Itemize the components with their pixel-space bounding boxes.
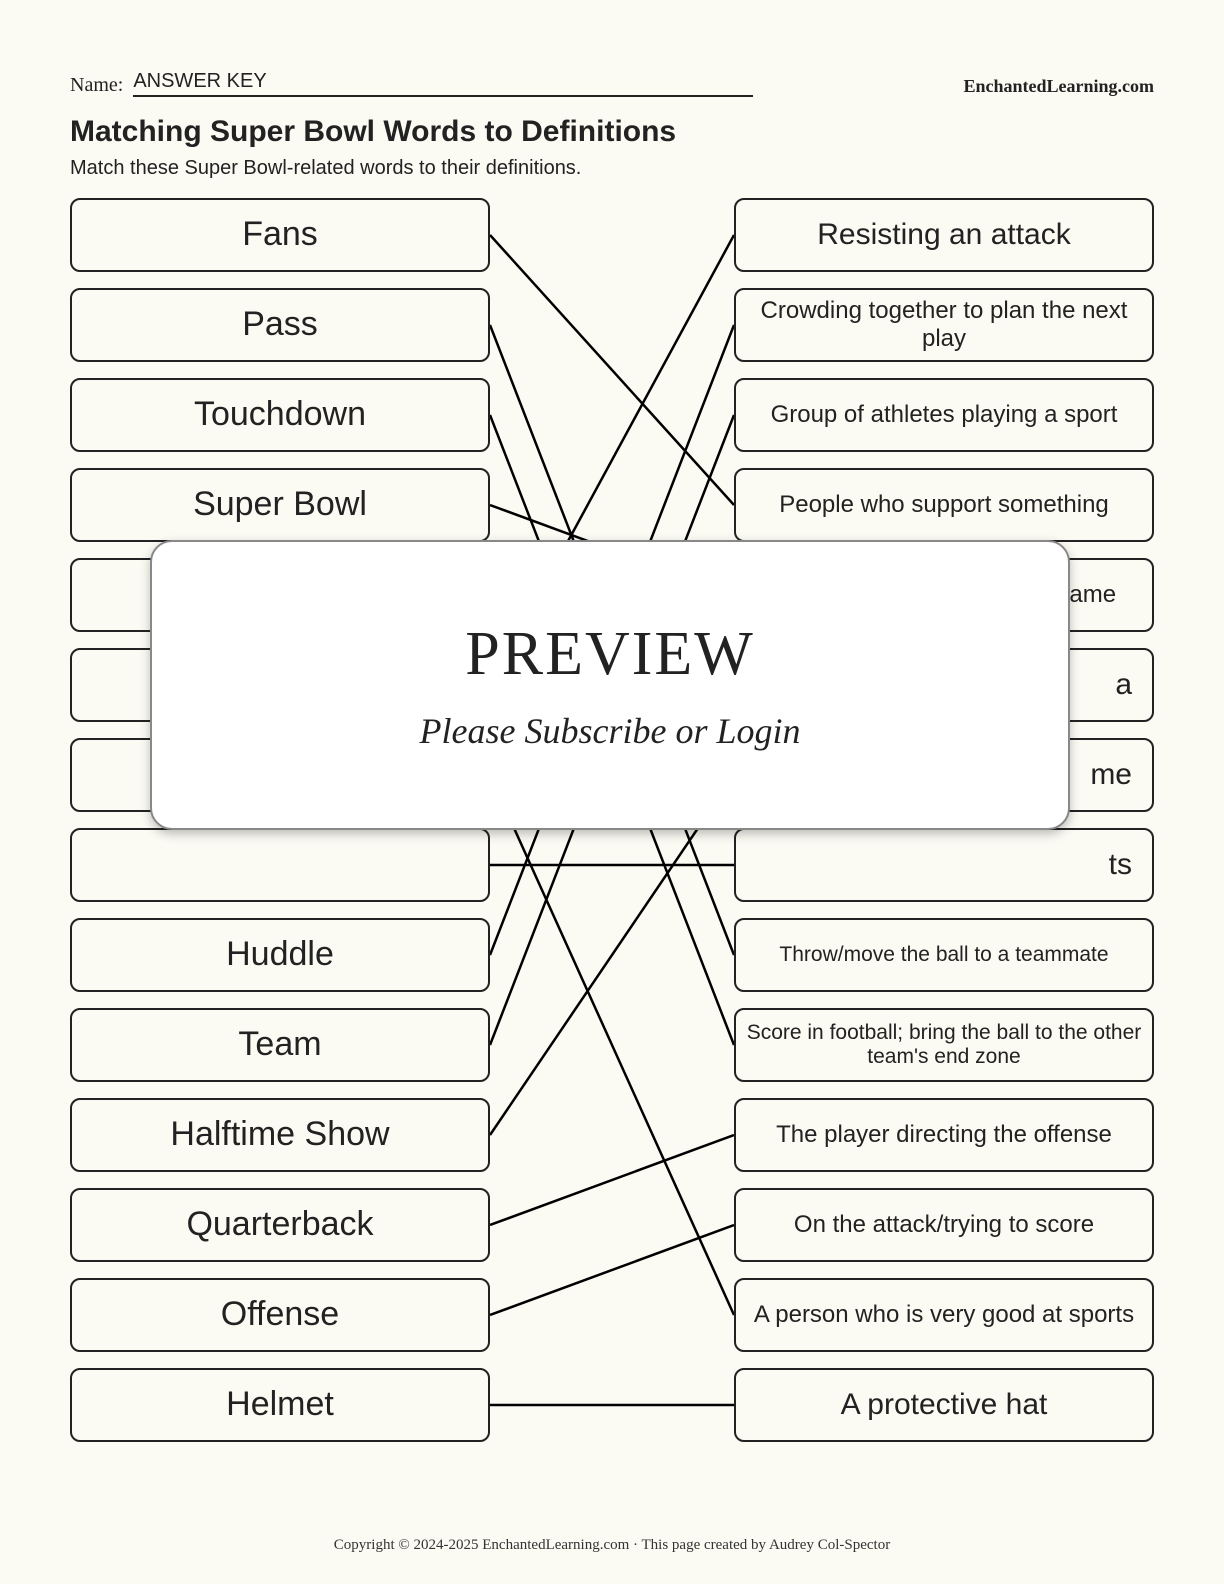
definition-box: Score in football; bring the ball to the…: [734, 1008, 1154, 1082]
definition-box: Throw/move the ball to a teammate: [734, 918, 1154, 992]
definition-box: A protective hat: [734, 1368, 1154, 1442]
word-box: Quarterback: [70, 1188, 490, 1262]
definition-box: On the attack/trying to score: [734, 1188, 1154, 1262]
word-box: Halftime Show: [70, 1098, 490, 1172]
brand-text: EnchantedLearning.com: [963, 76, 1154, 97]
definition-box: ts: [734, 828, 1154, 902]
page-title: Matching Super Bowl Words to Definitions: [70, 115, 1154, 149]
word-box: [70, 828, 490, 902]
definition-box: Crowding together to plan the next play: [734, 288, 1154, 362]
word-box: Huddle: [70, 918, 490, 992]
definition-box: Resisting an attack: [734, 198, 1154, 272]
definition-box: A person who is very good at sports: [734, 1278, 1154, 1352]
word-box: Offense: [70, 1278, 490, 1352]
word-box: Pass: [70, 288, 490, 362]
footer-text: Copyright © 2024-2025 EnchantedLearning.…: [0, 1537, 1224, 1554]
name-label: Name:: [70, 74, 123, 97]
preview-overlay: PREVIEW Please Subscribe or Login: [150, 540, 1070, 830]
word-box: Touchdown: [70, 378, 490, 452]
overlay-subtitle: Please Subscribe or Login: [420, 710, 801, 752]
word-box: Fans: [70, 198, 490, 272]
definition-box: Group of athletes playing a sport: [734, 378, 1154, 452]
name-value: ANSWER KEY: [133, 70, 753, 97]
instructions-text: Match these Super Bowl-related words to …: [70, 157, 1154, 180]
definition-box: People who support something: [734, 468, 1154, 542]
word-box: Team: [70, 1008, 490, 1082]
name-area: Name: ANSWER KEY: [70, 70, 963, 97]
header-row: Name: ANSWER KEY EnchantedLearning.com: [70, 70, 1154, 97]
word-box: Helmet: [70, 1368, 490, 1442]
definition-box: The player directing the offense: [734, 1098, 1154, 1172]
word-box: Super Bowl: [70, 468, 490, 542]
overlay-title: PREVIEW: [465, 619, 755, 690]
